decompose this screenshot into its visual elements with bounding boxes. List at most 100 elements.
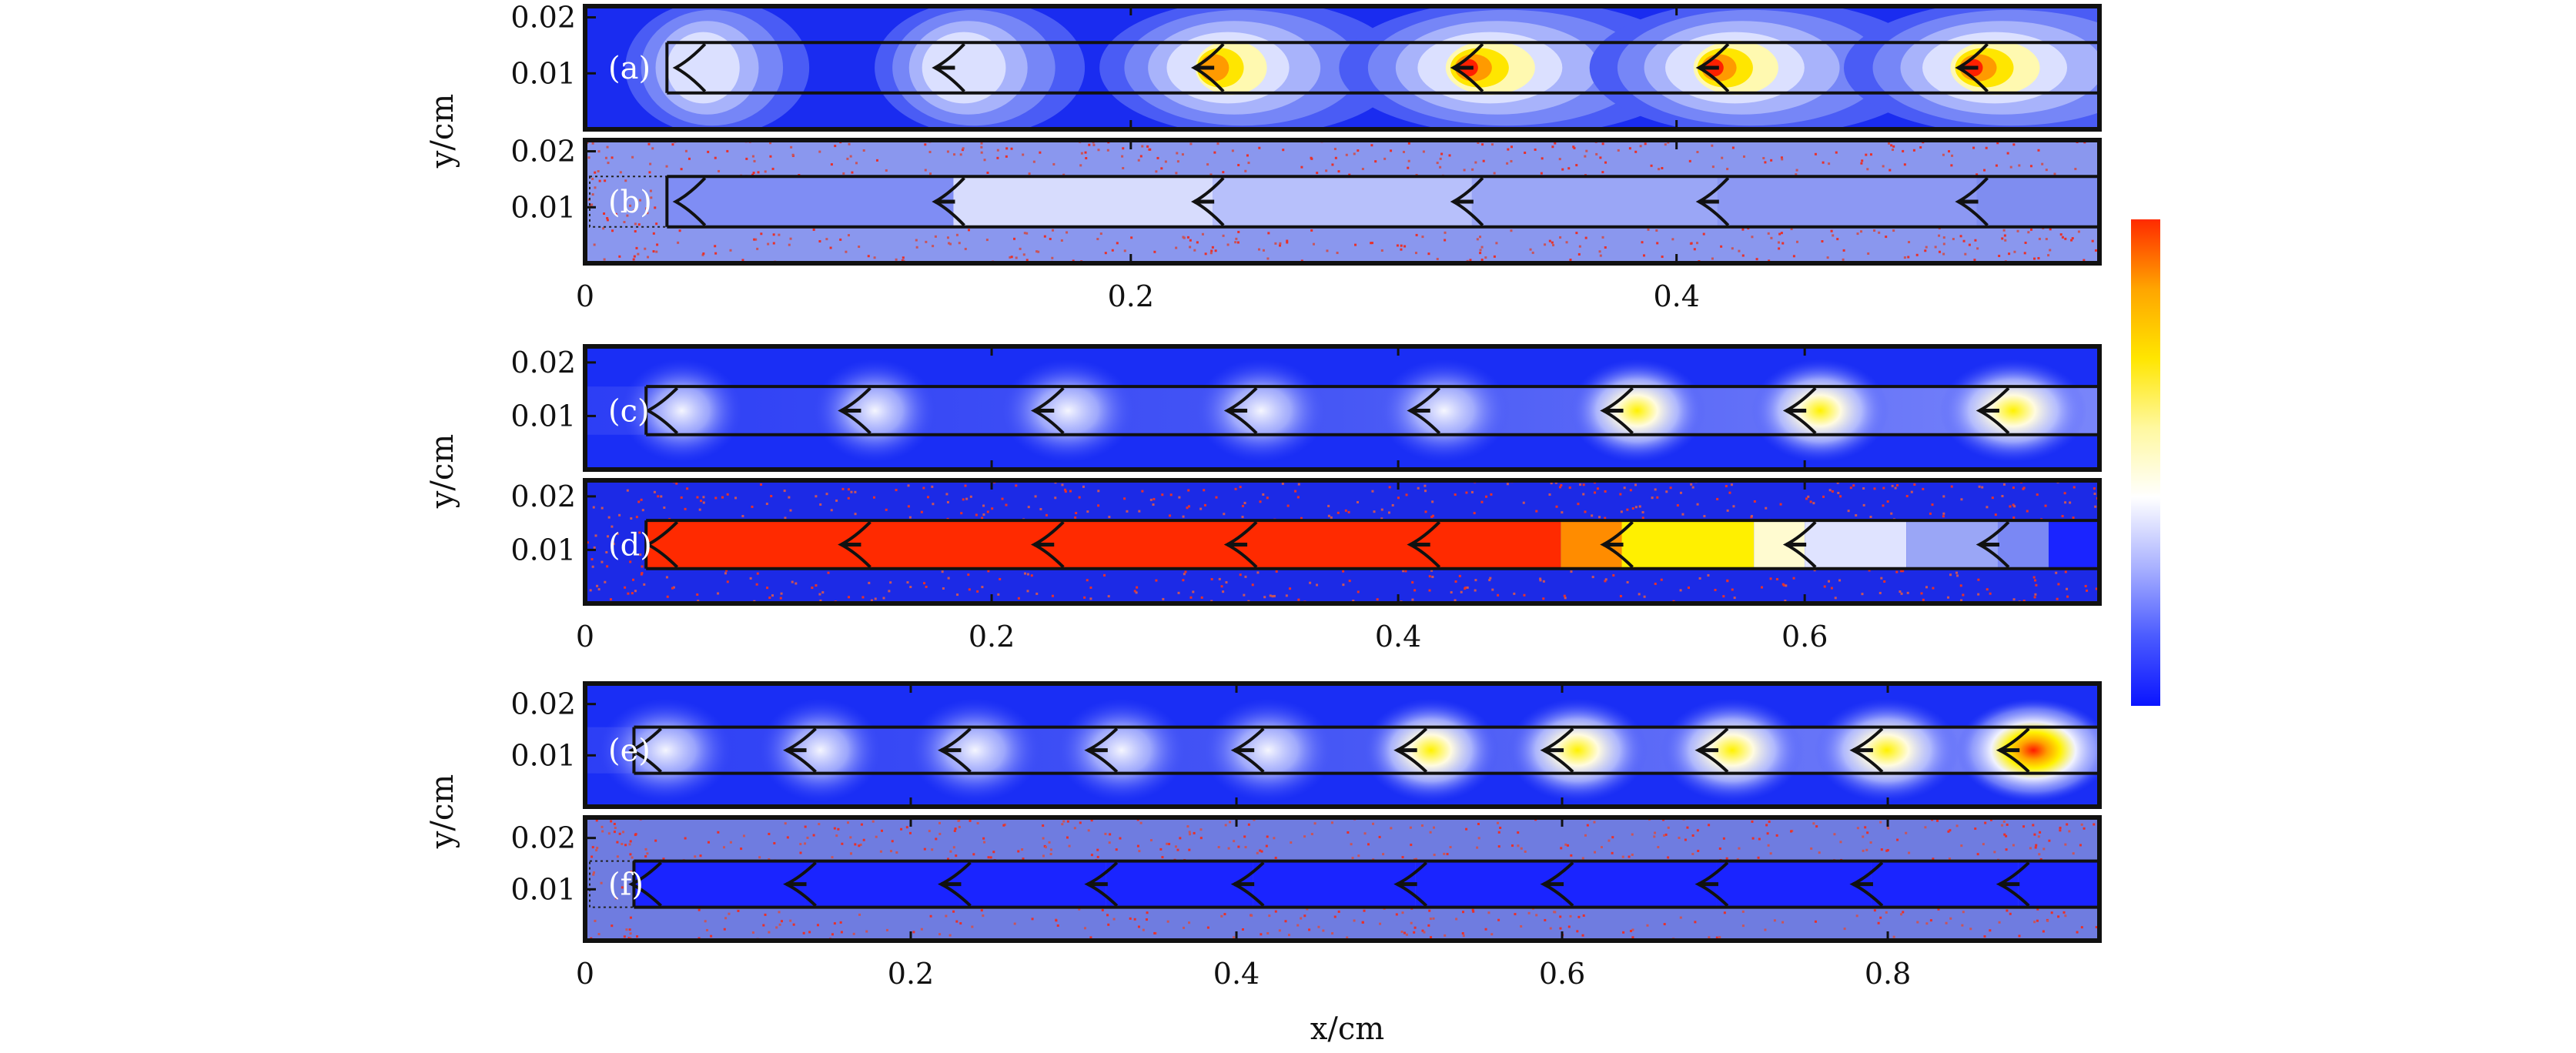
channel-segment: [667, 176, 954, 227]
x-tick-label: 0.2: [1108, 279, 1154, 313]
channel-segment: [1562, 861, 1717, 908]
panel-frame: [583, 815, 2102, 943]
y-tick-label: 0.01: [510, 399, 576, 433]
front-marker: [628, 727, 662, 774]
x-axis-label: x/cm: [1310, 1011, 1384, 1047]
channel-segment: [953, 176, 1213, 227]
panel-field: [585, 684, 2099, 807]
front-marker: [1955, 176, 1989, 227]
front-marker: [783, 727, 817, 774]
y-tick-label: 0.01: [510, 738, 576, 772]
front-marker: [1030, 520, 1065, 569]
front-glow: [1507, 698, 1648, 802]
panel-b: (b) 0.01 0.02 0 0.2 0.4: [510, 135, 2102, 313]
front-marker: [1407, 386, 1441, 435]
front-glow: [1814, 698, 1959, 802]
panel-field: [585, 817, 2099, 941]
front-glow: [1378, 359, 1510, 463]
channel-segment: [1253, 861, 1416, 908]
channel-segments: [589, 176, 2099, 228]
y-tick-label: 0.02: [510, 480, 576, 513]
front-glow: [1939, 359, 2087, 463]
front-glow: [1057, 698, 1186, 802]
front-glow: [1956, 698, 2099, 802]
front-glow: [1196, 359, 1327, 463]
front-glow: [1363, 698, 1499, 802]
channel-segment: [2018, 861, 2099, 908]
front-marker: [644, 386, 679, 435]
panel-field: [585, 6, 2099, 129]
panel-label: (a): [608, 51, 651, 86]
y-tick-label: 0.02: [510, 687, 576, 721]
channel-segment: [634, 861, 805, 908]
front-glow: [1569, 359, 1705, 463]
channel-segment: [959, 861, 1106, 908]
channel-walls: [665, 175, 2099, 229]
channel-segment: [1716, 861, 1872, 908]
front-glow: [759, 698, 882, 802]
x-tick-label: 0.4: [1375, 620, 1421, 654]
y-tick-label: 0.01: [510, 190, 576, 224]
front-marker: [1190, 176, 1225, 227]
front-glow: [1751, 359, 1889, 463]
front-marker: [1030, 386, 1065, 435]
y-tick-label: 0.02: [510, 135, 576, 169]
inlet-outline: [589, 860, 635, 908]
y-axis-label-middle: y/cm: [425, 434, 460, 509]
front-glow: [909, 698, 1041, 802]
front-glow: [814, 359, 936, 463]
panel-label: (b): [608, 185, 652, 220]
front-marker: [628, 861, 662, 908]
channel-segment: [1871, 861, 2019, 908]
colorbar: [2131, 219, 2160, 706]
panel-label: (c): [608, 393, 650, 429]
colorbar-gradient: [2131, 219, 2160, 706]
x-tick-label: 0: [576, 279, 594, 313]
contour-blob: [1844, 6, 2099, 129]
front-marker: [783, 861, 817, 908]
particle-noise: [586, 480, 2099, 603]
panels-group: (a)0.010.02(b)0.010.020 0.2 0.4(c)0.010.02…: [510, 1, 2102, 991]
channel-segment: [1805, 520, 1907, 569]
channel-walls: [665, 41, 2099, 95]
front-marker: [1230, 727, 1265, 774]
front-marker: [1782, 520, 1817, 569]
front-marker: [1230, 861, 1265, 908]
x-tick-label: 0.4: [1213, 957, 1260, 991]
panel-frame: [583, 478, 2102, 606]
panel-label: (e): [608, 734, 651, 769]
channel-segment: [1415, 861, 1563, 908]
panel-label: (f): [608, 867, 644, 903]
y-tick-label: 0.01: [510, 872, 576, 906]
contour-blob: [1099, 6, 1402, 129]
panel-frame: [583, 681, 2102, 809]
channel-segment: [1997, 520, 2049, 569]
front-glow: [1203, 698, 1334, 802]
panel-frame: [583, 344, 2102, 472]
y-tick-label: 0.02: [510, 821, 576, 855]
panel-field: [585, 346, 2099, 470]
x-tick-label: 0.2: [969, 620, 1015, 654]
front-marker: [672, 176, 707, 227]
x-tick-label: 0.6: [1781, 620, 1828, 654]
front-marker: [937, 861, 972, 908]
channel-segment: [1976, 176, 2099, 227]
channel-segment: [2048, 520, 2099, 569]
front-marker: [1407, 520, 1441, 569]
panel-d: (d) 0.01 0.02 0 0.2 0.4 0.6: [510, 478, 2102, 654]
y-tick-label: 0.01: [510, 56, 576, 90]
y-tick-label: 0.02: [510, 346, 576, 379]
front-marker: [1694, 727, 1729, 774]
front-marker: [1190, 42, 1225, 93]
front-marker: [1955, 42, 1989, 93]
channel-segment: [1717, 176, 1977, 227]
x-tick-label: 0.2: [888, 957, 934, 991]
channel-segment: [1106, 861, 1253, 908]
panel-field: [585, 140, 2099, 263]
front-glow: [621, 359, 743, 463]
channel-segments: [589, 860, 2099, 908]
x-tick-label: 0: [576, 957, 594, 991]
front-glow: [599, 698, 733, 802]
contour-blob: [1589, 6, 1931, 129]
